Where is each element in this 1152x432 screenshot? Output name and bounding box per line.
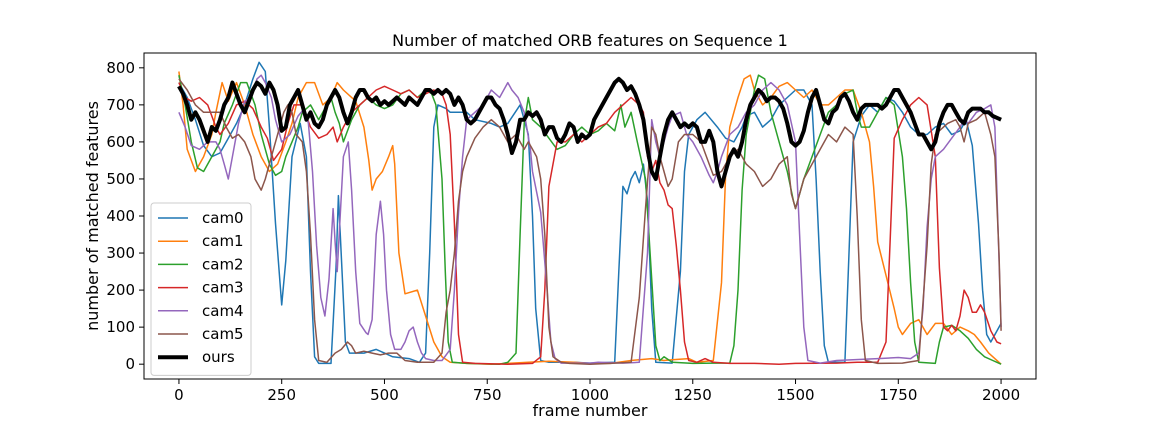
series-line-cam4	[178, 74, 1002, 364]
x-tick-label: 250	[267, 386, 296, 404]
chart-title: Number of matched ORB features on Sequen…	[392, 31, 788, 50]
legend-label-cam2: cam2	[202, 255, 244, 273]
series-line-cam5	[178, 78, 1002, 365]
y-tick-label: 200	[106, 281, 135, 299]
x-tick-label: 1750	[879, 386, 917, 404]
y-tick-label: 100	[106, 318, 135, 336]
x-tick-label: 0	[174, 386, 184, 404]
y-tick-label: 400	[106, 207, 135, 225]
x-tick-label: 1250	[674, 386, 712, 404]
y-tick-label: 700	[106, 96, 135, 114]
x-tick-label: 750	[473, 386, 502, 404]
y-tick-label: 600	[106, 133, 135, 151]
y-tick-label: 300	[106, 244, 135, 262]
series-line-cam2	[178, 74, 1002, 365]
legend-box	[150, 202, 252, 376]
x-axis-label: frame number	[533, 401, 648, 420]
legend: cam0 cam1 cam2 cam3 cam4 cam5 ours	[150, 202, 252, 376]
legend-label-cam1: cam1	[202, 232, 244, 250]
legend-label-ours: ours	[202, 348, 235, 366]
series-line-cam1	[178, 71, 1002, 365]
y-ticks: 0 100 200 300 400 500 600 700 800	[106, 59, 144, 373]
y-tick-label: 500	[106, 170, 135, 188]
legend-label-cam5: cam5	[202, 325, 244, 343]
x-tick-label: 1000	[571, 386, 609, 404]
x-tick-label: 500	[370, 386, 399, 404]
x-tick-label: 2000	[982, 386, 1020, 404]
plot-frame	[143, 52, 1037, 380]
y-axis-label: number of matched features	[83, 101, 102, 331]
legend-label-cam4: cam4	[202, 302, 244, 320]
y-tick-label: 0	[125, 355, 135, 373]
legend-label-cam0: cam0	[202, 209, 244, 227]
series-line-ours	[177, 76, 1002, 189]
x-tick-label: 1500	[776, 386, 814, 404]
series-line-cam3	[178, 82, 1002, 365]
y-tick-label: 800	[106, 59, 135, 77]
legend-label-cam3: cam3	[202, 279, 244, 297]
plot-lines	[177, 61, 1002, 365]
x-ticks: 0 250 500 750 1000 1250 1500 1750 2000	[174, 379, 1020, 404]
